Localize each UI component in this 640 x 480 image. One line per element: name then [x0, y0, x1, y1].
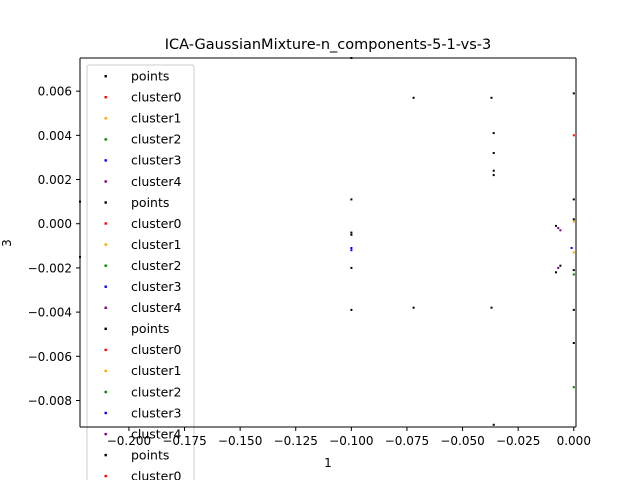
x-tick-label-3: −0.125 [274, 434, 318, 448]
data-point-points-8 [350, 231, 353, 234]
x-axis-label: 1 [324, 456, 332, 470]
data-point-cluster4-2 [557, 266, 560, 269]
data-point-points-12 [412, 306, 415, 309]
axes: −0.200 −0.175 −0.150 −0.125 −0.100 −0.075 −0.0… [28, 57, 591, 448]
x-tick-label-2: −0.150 [218, 434, 262, 448]
legend-label-13: cluster0 [131, 342, 182, 357]
x-tick-label-1: −0.175 [162, 434, 206, 448]
data-point-points-18 [572, 92, 575, 95]
legend-label-4: cluster3 [131, 153, 181, 168]
legend-label-7: cluster0 [131, 216, 182, 231]
data-point-points-11 [350, 308, 353, 311]
legend-label-5: cluster4 [131, 174, 182, 189]
legend-label-15: cluster2 [131, 384, 181, 399]
x-tick-label-7: −0.025 [496, 434, 540, 448]
legend-marker-18 [104, 453, 107, 457]
legend-label-2: cluster1 [131, 111, 181, 126]
data-point-points-19 [572, 198, 575, 201]
data-point-points-22 [572, 308, 575, 311]
legend-label-16: cluster3 [131, 405, 181, 420]
data-point-cluster4-0 [559, 229, 562, 232]
legend-label-12: points [131, 321, 169, 336]
data-point-points-16 [555, 271, 557, 274]
legend-marker-3 [104, 138, 107, 141]
legend-label-6: points [131, 195, 169, 210]
data-point-cluster1-0 [572, 220, 575, 223]
data-point-points-4 [492, 152, 495, 154]
data-point-points-10 [350, 266, 353, 269]
data-point-points-15 [555, 224, 557, 227]
y-tick-label-6: 0.004 [38, 129, 72, 143]
legend-marker-0 [104, 75, 107, 78]
legend-marker-2 [104, 117, 107, 120]
data-point-cluster3-2 [570, 247, 573, 249]
data-point-cluster3-1 [350, 249, 353, 252]
data-point-points-7 [350, 198, 353, 201]
legend-marker-16 [104, 411, 107, 415]
legend-frame [86, 64, 195, 480]
legend-label-17: cluster4 [131, 426, 182, 441]
legend-label-0: points [131, 69, 169, 84]
legend-label-11: cluster4 [131, 300, 182, 315]
legend-marker-5 [104, 180, 107, 183]
legend-marker-7 [104, 222, 107, 225]
y-axis-label: 3 [0, 239, 14, 247]
legend-label-3: cluster2 [131, 132, 181, 147]
legend: points cluster0 cluster1 cluster2 cluster3 cl… [86, 64, 195, 480]
y-tick-label-2: −0.004 [28, 306, 72, 320]
legend-label-10: cluster3 [131, 279, 181, 294]
y-tick-label-1: −0.006 [28, 350, 72, 364]
data-point-cluster3-0 [350, 247, 353, 249]
legend-label-1: cluster0 [131, 90, 182, 105]
y-tick-label-0: −0.008 [28, 394, 72, 408]
legend-marker-4 [104, 159, 107, 162]
x-tick-label-0: −0.200 [107, 434, 151, 448]
data-point-points-21 [572, 269, 575, 272]
legend-marker-8 [104, 243, 107, 246]
data-point-cluster2-1 [572, 273, 575, 276]
data-point-points-9 [350, 233, 353, 236]
data-point-points-6 [492, 174, 495, 177]
legend-label-8: cluster1 [131, 237, 181, 252]
data-point-points-1 [412, 96, 415, 99]
y-tick-label-4: 0.000 [38, 217, 72, 231]
legend-marker-11 [104, 306, 107, 309]
x-tick-label-8: 0.000 [557, 434, 591, 448]
legend-marker-15 [104, 390, 107, 394]
x-tick-label-6: −0.050 [440, 434, 484, 448]
data-point-points-17 [559, 264, 562, 267]
data-point-points-14 [492, 423, 495, 426]
legend-label-9: cluster2 [131, 258, 181, 273]
data-point-points-20 [572, 218, 575, 221]
data-point-points-5 [492, 169, 495, 172]
legend-label-19: cluster0 [131, 468, 182, 480]
data-point-cluster4-1 [557, 227, 560, 230]
data-point-cluster1-1 [572, 251, 575, 254]
y-tick-label-7: 0.006 [38, 85, 72, 99]
legend-marker-17 [104, 432, 107, 436]
data-point-points-13 [490, 306, 493, 309]
legend-marker-9 [104, 264, 107, 267]
x-tick-label-4: −0.100 [329, 434, 373, 448]
data-point-cluster2-0 [572, 386, 575, 389]
chart-title: ICA-GaussianMixture-n_components-5-1-vs-… [165, 37, 491, 53]
data-point-points-23 [572, 342, 575, 344]
legend-marker-14 [104, 369, 107, 373]
legend-label-14: cluster1 [131, 363, 181, 378]
y-tick-label-5: 0.002 [38, 173, 72, 187]
data-point-cluster0-0 [572, 134, 575, 137]
legend-marker-19 [104, 474, 107, 478]
data-point-points-3 [492, 132, 495, 135]
legend-marker-10 [104, 285, 107, 288]
legend-marker-6 [104, 201, 107, 204]
x-tick-label-5: −0.075 [385, 434, 429, 448]
legend-label-18: points [131, 447, 169, 462]
legend-marker-1 [104, 96, 107, 99]
legend-marker-12 [104, 327, 107, 330]
legend-marker-13 [104, 348, 107, 352]
data-point-points-2 [490, 96, 493, 99]
y-tick-label-3: −0.002 [28, 261, 72, 275]
